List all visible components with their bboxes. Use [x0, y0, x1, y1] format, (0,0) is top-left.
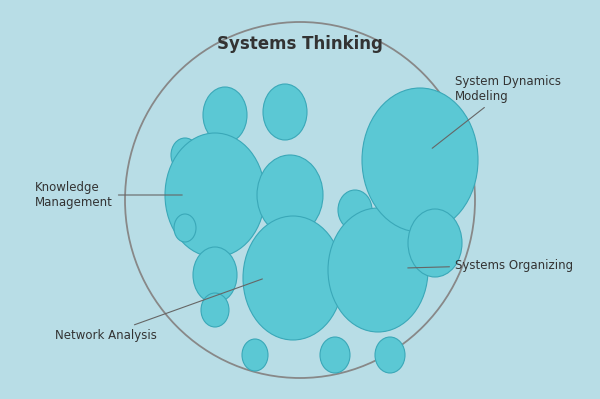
Ellipse shape: [408, 209, 462, 277]
Text: System Dynamics
Modeling: System Dynamics Modeling: [432, 75, 561, 148]
Ellipse shape: [125, 22, 475, 378]
Ellipse shape: [263, 84, 307, 140]
Text: Systems Thinking: Systems Thinking: [217, 35, 383, 53]
Ellipse shape: [338, 190, 372, 230]
Text: Systems Organizing: Systems Organizing: [408, 259, 573, 271]
Ellipse shape: [171, 138, 199, 172]
Text: Knowledge
Management: Knowledge Management: [35, 181, 182, 209]
Ellipse shape: [174, 214, 196, 242]
Ellipse shape: [257, 155, 323, 235]
Ellipse shape: [328, 208, 428, 332]
Ellipse shape: [320, 337, 350, 373]
Ellipse shape: [375, 337, 405, 373]
Ellipse shape: [243, 216, 343, 340]
Ellipse shape: [193, 247, 237, 303]
Ellipse shape: [362, 88, 478, 232]
Ellipse shape: [201, 293, 229, 327]
Ellipse shape: [242, 339, 268, 371]
Text: Network Analysis: Network Analysis: [55, 279, 262, 342]
Ellipse shape: [165, 133, 265, 257]
Ellipse shape: [203, 87, 247, 143]
